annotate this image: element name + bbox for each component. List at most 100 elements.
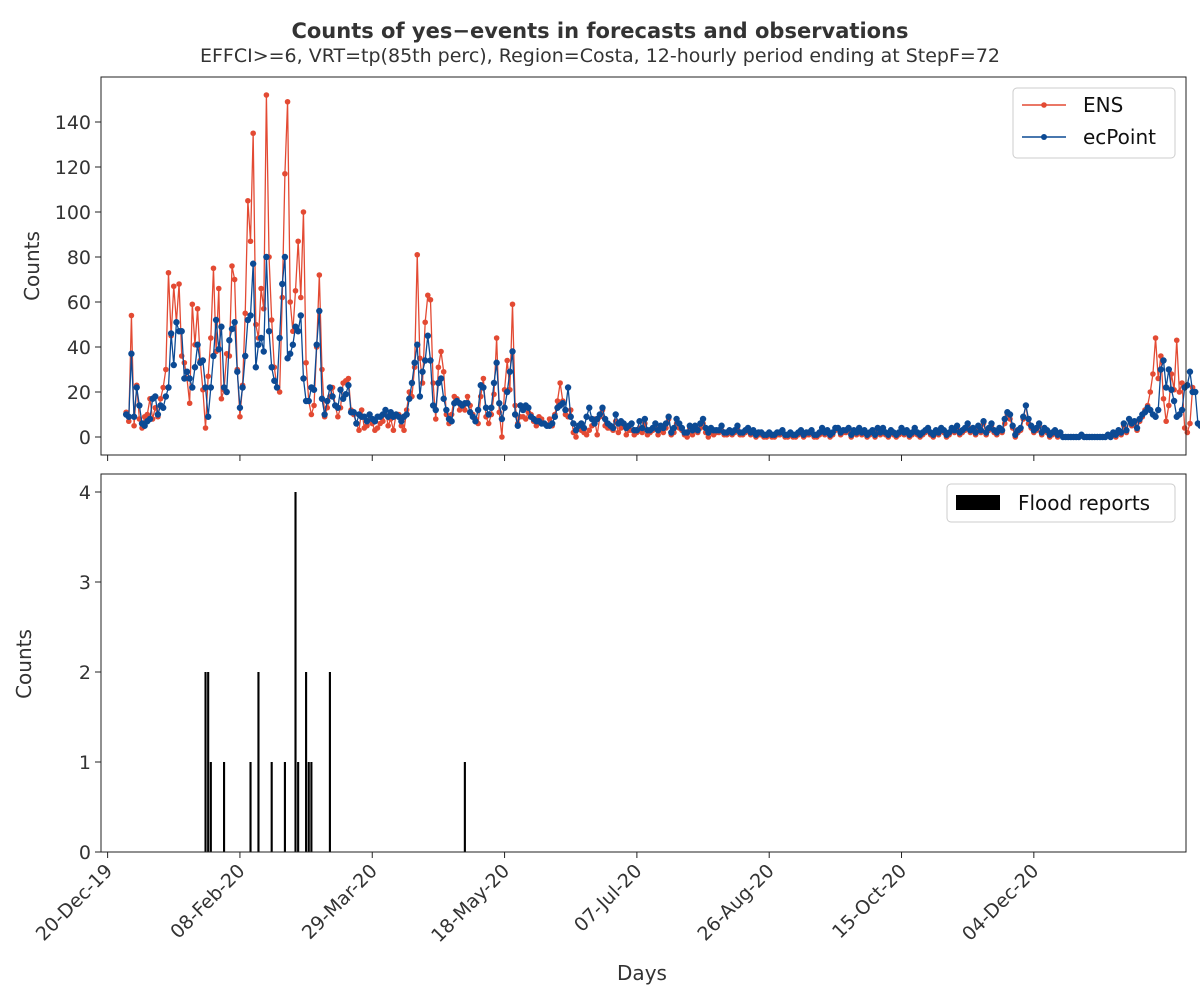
- bottom-y-tick-label: 4: [79, 482, 91, 504]
- data-point-ens: [705, 434, 712, 440]
- data-point-ecpoint: [242, 352, 249, 360]
- data-point-ens: [1163, 418, 1169, 425]
- data-point-ecpoint: [1001, 415, 1008, 423]
- data-point-ecpoint: [294, 328, 302, 335]
- data-point-ecpoint: [609, 424, 617, 432]
- data-point-ecpoint: [496, 400, 503, 407]
- data-point-ecpoint: [318, 395, 326, 402]
- data-point-ecpoint: [977, 427, 985, 434]
- data-point-ens: [319, 366, 325, 373]
- data-point-ecpoint: [321, 411, 328, 418]
- data-point-ecpoint: [414, 341, 421, 348]
- data-point-ecpoint: [506, 368, 514, 375]
- data-point-ens: [456, 407, 463, 413]
- data-point-ecpoint: [236, 404, 244, 411]
- data-point-ens: [554, 398, 561, 404]
- top-y-tick-label: 60: [67, 292, 91, 314]
- data-point-ecpoint: [337, 386, 344, 393]
- data-point-ens: [522, 416, 529, 422]
- data-point-ecpoint: [167, 330, 175, 337]
- data-point-ens: [380, 418, 386, 425]
- data-point-ens: [215, 285, 222, 292]
- data-point-ens: [263, 92, 270, 98]
- data-point-ens: [623, 431, 630, 438]
- flood-report-bar: [328, 672, 331, 852]
- data-point-ecpoint: [194, 341, 201, 348]
- data-point-ecpoint: [403, 411, 410, 418]
- data-point-ecpoint: [562, 406, 569, 414]
- x-tick-label: 07-Jul-20: [570, 860, 646, 936]
- data-point-ecpoint: [1117, 429, 1125, 436]
- data-point-ecpoint: [501, 404, 508, 411]
- top-series-layer: [122, 92, 1200, 441]
- bottom-legend-box: [946, 483, 1176, 523]
- data-point-ecpoint: [181, 375, 188, 382]
- data-point-ens: [435, 364, 442, 371]
- data-point-ens: [427, 296, 434, 303]
- data-point-ens: [316, 272, 323, 278]
- data-point-ecpoint: [313, 341, 320, 348]
- chart-title: Counts of yes−events in forecasts and ob…: [291, 19, 908, 43]
- series-markers-ecpoint: [122, 253, 1200, 441]
- top-y-tick-label: 100: [55, 202, 91, 224]
- data-point-ecpoint: [276, 334, 283, 342]
- data-point-ecpoint: [1184, 382, 1191, 389]
- legend-flood-label: Flood reports: [1018, 491, 1150, 515]
- data-point-ens: [308, 411, 315, 418]
- data-point-ens: [163, 366, 169, 373]
- data-point-ecpoint: [1025, 415, 1032, 423]
- data-point-ecpoint: [652, 420, 659, 427]
- data-point-ecpoint: [1123, 427, 1130, 434]
- data-point-ecpoint: [257, 334, 265, 342]
- data-point-ecpoint: [353, 420, 360, 427]
- x-axis-label: Days: [617, 961, 667, 985]
- data-point-ens: [218, 395, 225, 402]
- data-point-ens: [583, 431, 590, 438]
- data-point-ecpoint: [509, 348, 516, 355]
- data-point-ecpoint: [525, 404, 532, 411]
- data-point-ens: [125, 418, 132, 425]
- data-point-ecpoint: [342, 391, 349, 398]
- data-point-ens: [210, 265, 217, 272]
- legend-ecpoint-label: ecPoint: [1083, 125, 1156, 149]
- data-point-ecpoint: [694, 427, 701, 434]
- data-point-ecpoint: [186, 375, 193, 382]
- data-point-ecpoint: [498, 415, 506, 423]
- bottom-plot-frame: [100, 473, 1187, 853]
- data-point-ens: [499, 434, 505, 440]
- data-point-ecpoint: [234, 368, 241, 375]
- data-point-ecpoint: [279, 280, 286, 288]
- data-point-ens: [655, 431, 661, 438]
- data-point-ens: [276, 389, 283, 395]
- data-point-ecpoint: [998, 427, 1006, 434]
- data-point-ens: [356, 427, 362, 434]
- data-point-ens: [1179, 380, 1185, 386]
- data-point-ecpoint: [265, 328, 273, 335]
- data-point-ecpoint: [1178, 406, 1186, 414]
- top-y-axis-label: Counts: [20, 231, 44, 301]
- data-point-ecpoint: [260, 348, 267, 355]
- data-point-ecpoint: [586, 404, 593, 411]
- data-point-ecpoint: [1168, 386, 1175, 393]
- data-point-ecpoint: [559, 400, 566, 407]
- flood-report-bar: [307, 762, 310, 852]
- data-point-ens: [594, 431, 600, 438]
- data-point-ecpoint: [1192, 388, 1199, 396]
- data-point-ecpoint: [287, 350, 294, 357]
- data-point-ecpoint: [564, 384, 572, 391]
- data-point-ens: [247, 238, 254, 245]
- data-point-ens: [279, 294, 286, 301]
- data-point-ecpoint: [1155, 406, 1162, 414]
- top-y-tick-label: 20: [67, 382, 91, 404]
- data-point-ecpoint: [488, 404, 495, 411]
- data-point-ens: [546, 416, 553, 422]
- data-point-ens: [1158, 353, 1164, 359]
- data-point-ecpoint: [183, 368, 191, 375]
- data-point-ecpoint: [199, 357, 207, 364]
- data-point-ens: [287, 299, 294, 305]
- data-point-ecpoint: [146, 415, 154, 423]
- top-legend: ENS ecPoint: [1012, 87, 1176, 159]
- data-point-ens: [615, 429, 622, 436]
- data-point-ecpoint: [300, 375, 307, 382]
